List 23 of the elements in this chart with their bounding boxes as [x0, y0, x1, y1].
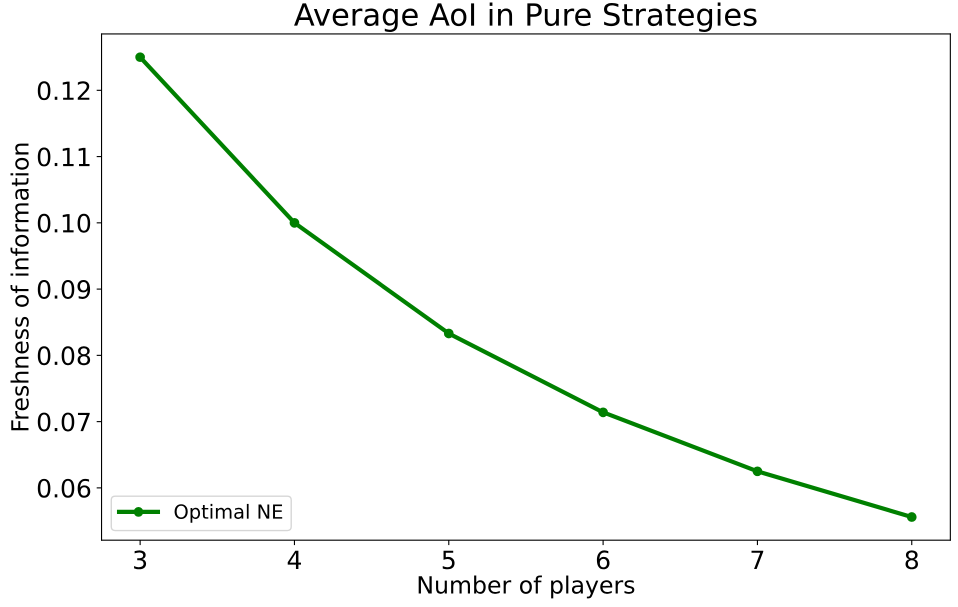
x-tick-label: 6: [596, 550, 610, 570]
chart-title: Average AoI in Pure Strategies: [294, 2, 757, 32]
y-tick-label: 0.07: [38, 412, 90, 432]
x-tick-label: 5: [442, 550, 455, 570]
x-tick-label: 8: [905, 550, 918, 570]
legend-label: Optimal NE: [174, 504, 282, 523]
y-tick-label: 0.11: [38, 148, 90, 166]
point: [598, 407, 608, 418]
x-axis-title: Number of players: [418, 576, 634, 598]
y-tick-label: 0.06: [38, 478, 90, 498]
y-tick-label: 0.12: [38, 81, 90, 100]
point: [752, 466, 762, 476]
x-tick-label: 7: [752, 550, 764, 569]
y-tick-label: 0.09: [38, 280, 90, 299]
point: [906, 512, 917, 522]
x-tick-label: 4: [288, 550, 302, 569]
y-axis-title: Freshness of information: [10, 144, 29, 430]
y-tick-label: 0.10: [38, 214, 90, 233]
point: [444, 328, 454, 338]
x-tick-label: 3: [134, 550, 146, 570]
point: [290, 218, 300, 228]
point: [135, 52, 145, 62]
y-tick-label: 0.08: [38, 346, 90, 366]
